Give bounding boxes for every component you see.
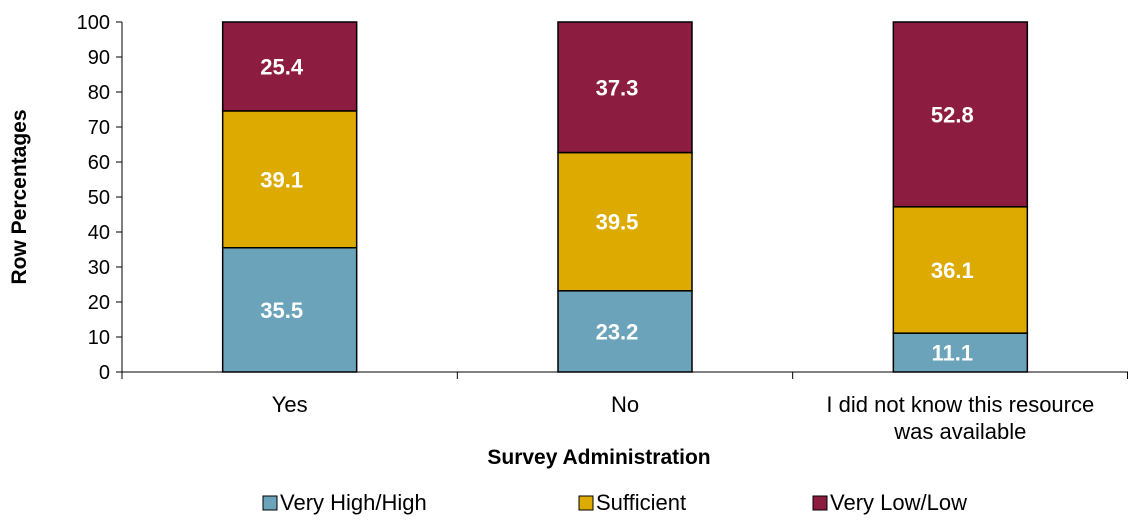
y-tick-label: 0 bbox=[99, 362, 110, 384]
y-tick-label: 40 bbox=[88, 222, 110, 244]
y-tick-label: 90 bbox=[88, 47, 110, 69]
x-tick-label: I did not know this resource was availabl… bbox=[826, 392, 1094, 444]
data-label: 39.5 bbox=[596, 210, 639, 235]
bar-segment bbox=[892, 206, 1029, 334]
bar-segment bbox=[221, 110, 358, 249]
data-label: 23.2 bbox=[596, 319, 639, 344]
bar-segment bbox=[892, 21, 1029, 208]
bar-segment bbox=[221, 247, 358, 373]
data-label: 25.4 bbox=[260, 54, 304, 79]
y-tick-labels: 0 10 20 30 40 50 60 70 80 90 100 bbox=[77, 12, 110, 384]
legend: Very High/High Sufficient Very Low/Low bbox=[262, 490, 967, 515]
bar-segment bbox=[557, 290, 693, 373]
legend-label: Very High/High bbox=[280, 490, 427, 515]
data-labels-layer: 35.5 39.1 25.4 23.2 39.5 37.3 11.1 36.1 52.8 bbox=[260, 54, 973, 365]
legend-swatch bbox=[262, 495, 278, 511]
x-tick-label: Yes bbox=[272, 392, 308, 417]
data-label: 36.1 bbox=[931, 258, 974, 283]
y-axis-title: Row Percentages bbox=[8, 109, 31, 284]
legend-label: Very Low/Low bbox=[830, 490, 967, 515]
bar-segment bbox=[557, 21, 693, 154]
y-tick-label: 50 bbox=[88, 187, 110, 209]
data-label: 37.3 bbox=[596, 75, 639, 100]
y-tick-label: 80 bbox=[88, 82, 110, 104]
y-tick-label: 10 bbox=[88, 327, 110, 349]
legend-label: Sufficient bbox=[596, 490, 686, 515]
data-label: 39.1 bbox=[260, 167, 303, 192]
x-axis-title: Survey Administration bbox=[487, 446, 710, 469]
y-tick-label: 20 bbox=[88, 292, 110, 314]
bar-segment bbox=[557, 151, 693, 292]
y-tick-label: 30 bbox=[88, 257, 110, 279]
data-label: 35.5 bbox=[260, 298, 303, 323]
bar-segment bbox=[221, 21, 358, 112]
y-tick-label: 100 bbox=[77, 12, 110, 34]
data-label: 11.1 bbox=[932, 341, 974, 366]
x-tick-labels: Yes No I did not know this resource was ava… bbox=[272, 392, 1095, 444]
bars-layer bbox=[221, 21, 1029, 373]
y-tick-label: 60 bbox=[88, 152, 110, 174]
legend-swatch bbox=[578, 495, 594, 511]
axes-layer bbox=[116, 21, 1128, 379]
y-tick-label: 70 bbox=[88, 117, 110, 139]
legend-swatch bbox=[812, 495, 828, 511]
data-label: 52.8 bbox=[931, 102, 974, 127]
x-tick-label: No bbox=[611, 392, 639, 417]
